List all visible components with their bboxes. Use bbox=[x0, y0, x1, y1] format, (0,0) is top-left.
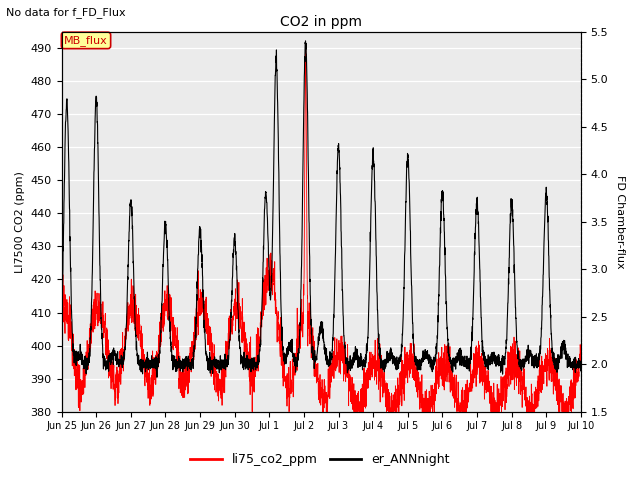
Legend: li75_co2_ppm, er_ANNnight: li75_co2_ppm, er_ANNnight bbox=[186, 448, 454, 471]
Title: CO2 in ppm: CO2 in ppm bbox=[280, 15, 362, 29]
Text: MB_flux: MB_flux bbox=[64, 35, 108, 46]
Text: No data for f_FD_Flux: No data for f_FD_Flux bbox=[6, 7, 126, 18]
Y-axis label: LI7500 CO2 (ppm): LI7500 CO2 (ppm) bbox=[15, 171, 25, 273]
Y-axis label: FD Chamber-flux: FD Chamber-flux bbox=[615, 175, 625, 268]
